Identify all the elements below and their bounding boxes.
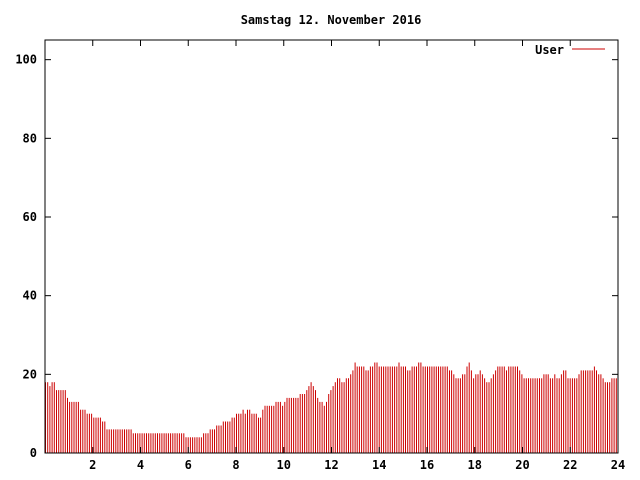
x-tick-label: 16 <box>420 458 434 472</box>
plot-frame <box>44 39 619 454</box>
legend: User <box>535 43 605 57</box>
x-tick-label: 22 <box>563 458 577 472</box>
x-tick-label: 14 <box>372 458 386 472</box>
x-tick-label: 10 <box>277 458 291 472</box>
chart-title: Samstag 12. November 2016 <box>241 13 422 27</box>
legend-label: User <box>535 43 564 57</box>
bar-series <box>45 362 617 453</box>
x-tick-label: 24 <box>611 458 625 472</box>
x-tick-label: 6 <box>185 458 192 472</box>
x-tick-label: 2 <box>89 458 96 472</box>
x-tick-label: 8 <box>232 458 239 472</box>
y-tick-label: 80 <box>23 131 37 145</box>
x-tick-label: 12 <box>324 458 338 472</box>
y-tick-label: 20 <box>23 367 37 381</box>
y-tick-label: 100 <box>15 53 37 67</box>
y-tick-label: 60 <box>23 210 37 224</box>
x-tick-label: 20 <box>515 458 529 472</box>
x-tick-label: 18 <box>468 458 482 472</box>
y-tick-label: 40 <box>23 289 37 303</box>
y-tick-label: 0 <box>30 446 37 460</box>
x-tick-label: 4 <box>137 458 144 472</box>
